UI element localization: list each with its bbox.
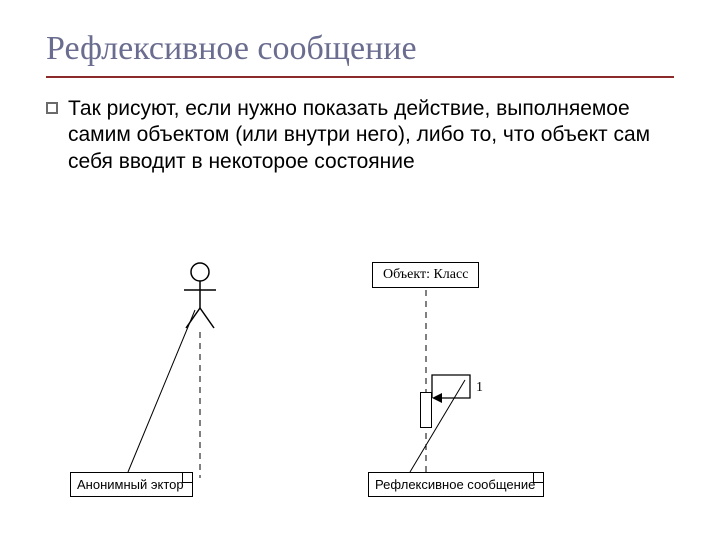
note-fold-icon [182,473,192,483]
note-reflexive-text: Рефлексивное сообщение [375,477,535,492]
note-actor-text: Анонимный эктор [77,477,184,492]
activation-bar [420,392,432,428]
uml-diagram: Объект: Класс 1 Анонимный эктор Рефлекси… [100,260,620,520]
body-paragraph: Так рисуют, если нужно показать действие… [46,96,674,175]
note-fold-icon [533,473,543,483]
object-label: Объект: Класс [383,267,468,282]
note-reflexive: Рефлексивное сообщение [368,472,544,497]
body-text: Так рисуют, если нужно показать действие… [68,96,674,175]
note-actor: Анонимный эктор [70,472,193,497]
slide-title: Рефлексивное сообщение [46,30,674,78]
message-label: 1 [476,380,483,396]
object-box: Объект: Класс [372,262,479,288]
bullet-icon [46,102,58,114]
